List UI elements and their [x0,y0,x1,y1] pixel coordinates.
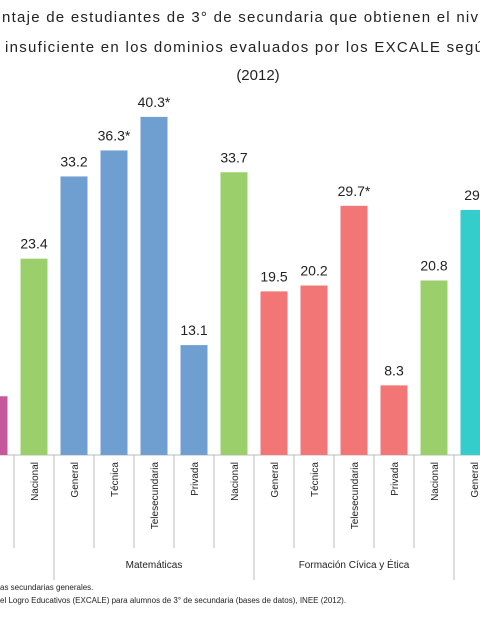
value-label: 33.2 [60,153,87,169]
value-label: 36.3* [98,127,131,143]
bar [100,150,128,455]
value-label: 40.3* [138,94,171,110]
bar [0,396,8,455]
x-tick-label: Nacional [30,462,41,501]
x-tick-label: Privada [190,462,201,496]
x-tick-label: Privada [390,462,401,496]
x-tick-label: Telesecundaria [350,462,361,530]
value-label: 20.2 [300,263,327,279]
bar [380,385,408,455]
footnote: as secundarias generales. [0,583,93,592]
value-label: 33.7 [220,149,247,165]
x-tick-label: Técnica [310,462,321,497]
group-label: Matemáticas [126,560,183,571]
bar [260,291,288,455]
x-tick-label: Telesecundaria [150,462,161,530]
bar [220,172,248,455]
bar [300,285,328,455]
bar [180,345,208,455]
group-label: Formación Cívica y Ética [299,558,410,571]
bar [60,176,88,455]
chart-title: (2012) [236,67,279,84]
x-tick-label: General [270,462,281,498]
value-label: 29.7* [338,183,371,199]
bar [420,280,448,455]
value-label: 13.1 [180,322,207,338]
x-tick-label: Nacional [230,462,241,501]
value-label: 19.5 [260,268,287,284]
value-label: 23.4 [20,236,47,252]
value-label: 20.8 [420,257,447,273]
bar [140,116,168,456]
x-tick-label: General [470,462,480,498]
x-tick-label: Nacional [430,462,441,501]
value-label: 8.3 [384,362,404,378]
footnote: el Logro Educativos (EXCALE) para alumno… [0,596,346,605]
x-tick-label: Técnica [110,462,121,497]
bar [340,205,368,455]
chart-title: insuficiente en los dominios evaluados p… [5,39,480,56]
chart-title: ntaje de estudiantes de 3° de secundaria… [2,9,478,26]
bar [460,210,480,455]
x-tick-label: General [70,462,81,498]
value-label: 29. [464,187,480,203]
bar [20,258,48,455]
